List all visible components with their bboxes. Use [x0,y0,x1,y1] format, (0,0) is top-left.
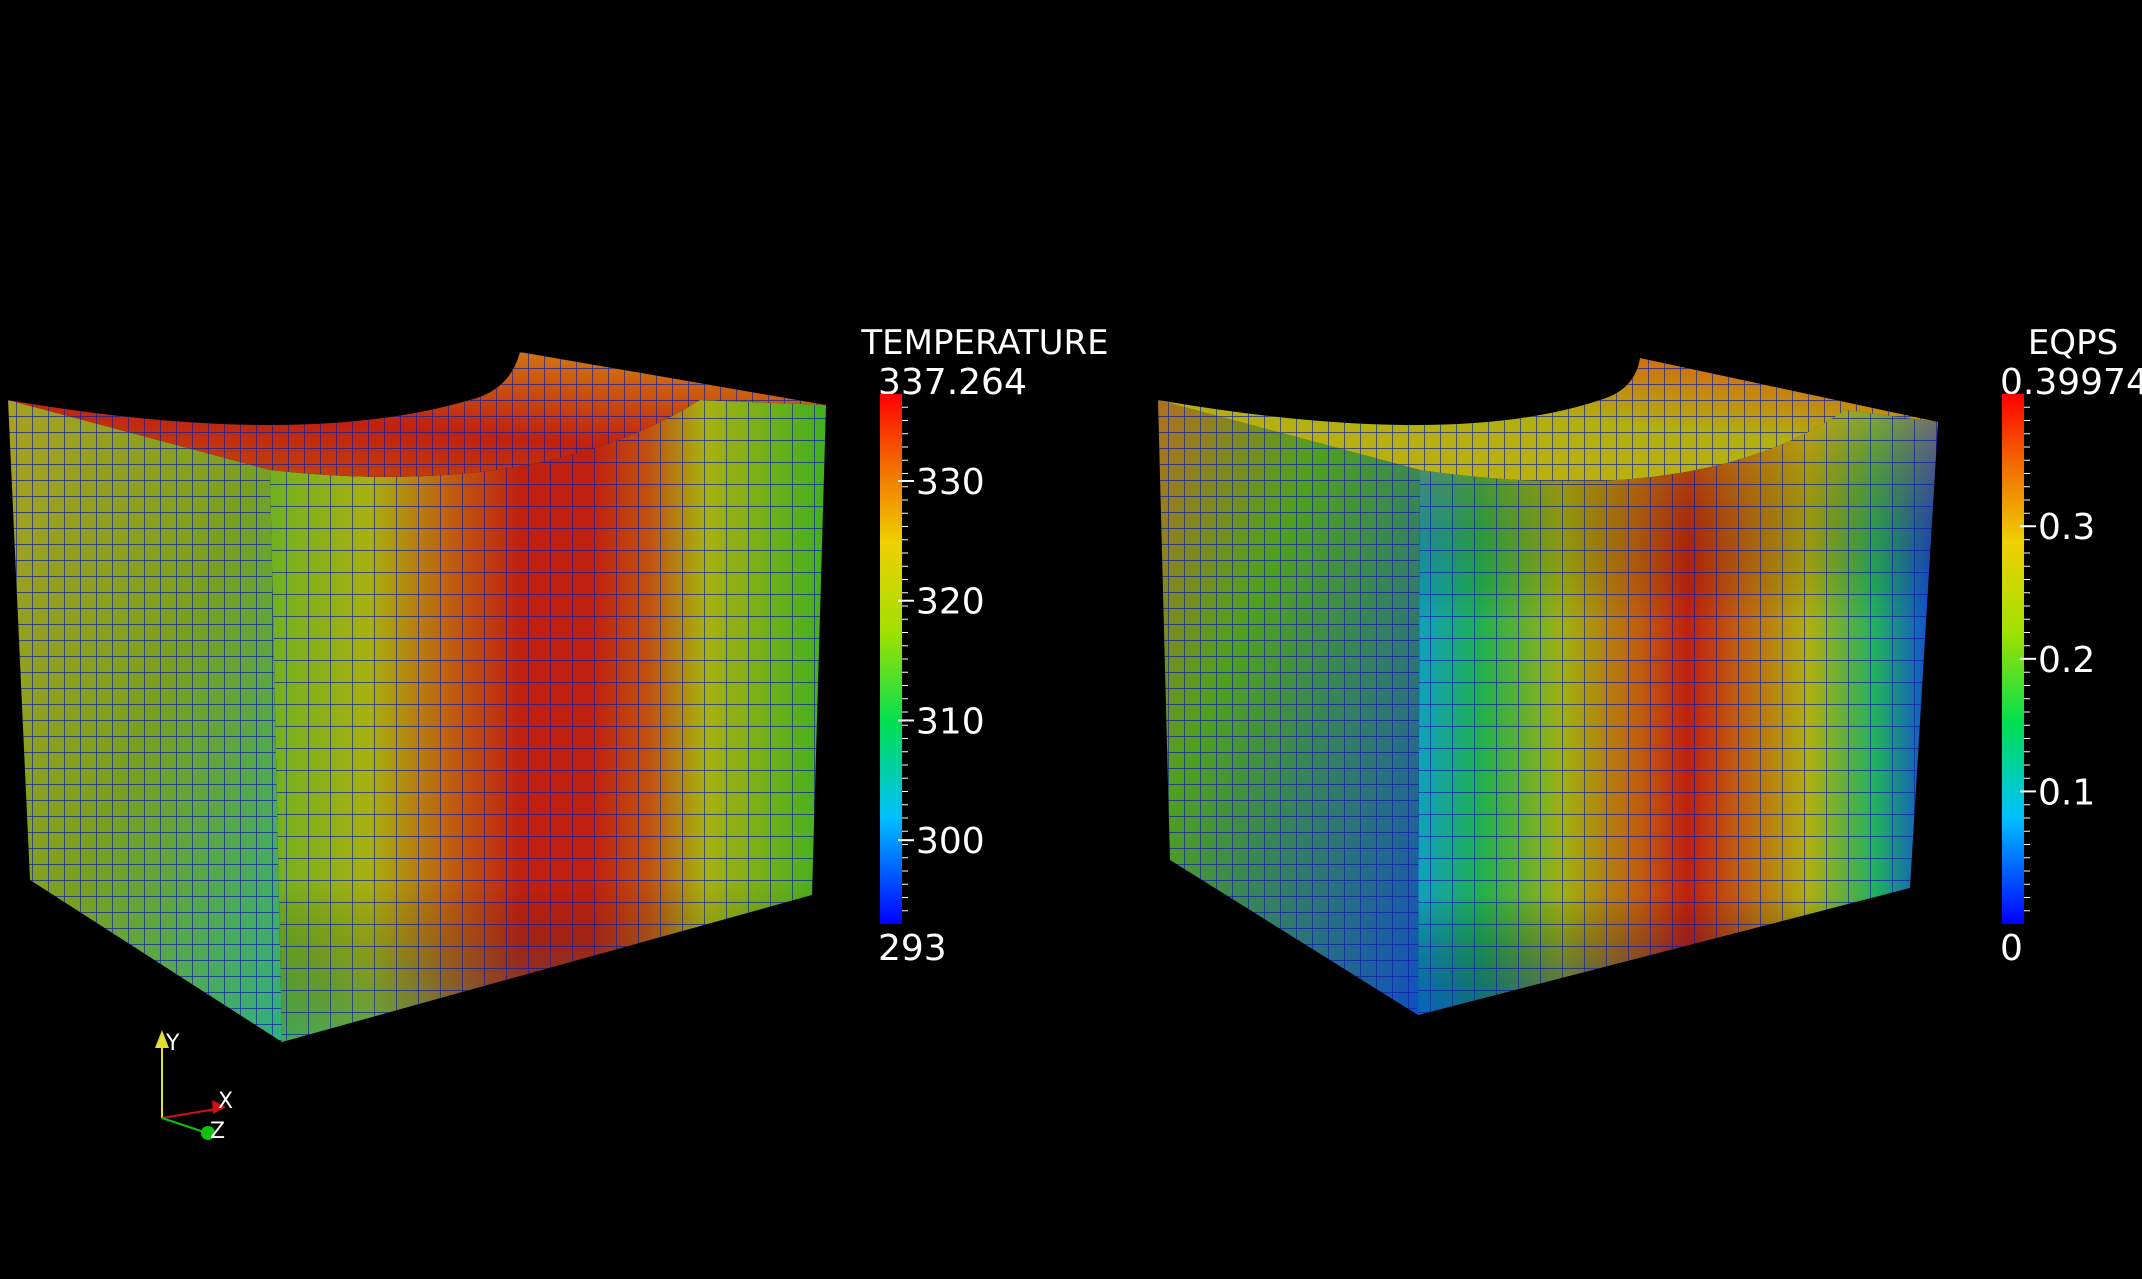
x-axis-line [161,1107,223,1119]
y-axis-arrow-icon [155,1030,169,1048]
y-axis-label: Y [165,1031,180,1056]
eqps-colorbar-ticks: 0.3 0.2 0.1 [2020,406,2095,912]
colorbar-tick-label: 0.3 [2038,507,2095,548]
orientation-axes-triad[interactable]: Y X Z [155,1030,233,1144]
z-axis-label: Z [210,1119,225,1144]
temperature-colorbar: TEMPERATURE 337.264 330 320 310 300 293 [860,323,1108,969]
x-axis-arrow-icon [212,1100,226,1114]
temperature-colorbar-ticks: 330 320 310 300 [898,406,985,912]
eqps-mesh-body[interactable] [1158,358,1938,1015]
colorbar-tick-label: 300 [916,821,985,862]
z-axis-arrow-icon [201,1126,215,1140]
eqps-colorbar-gradient [2002,394,2024,924]
colorbar-tick-label: 0.1 [2038,772,2095,813]
temperature-mesh-body[interactable] [8,352,826,1042]
colorbar-tick-label: 320 [916,582,985,623]
colorbar-tick-label: 330 [916,462,985,503]
temperature-colorbar-max-label: 337.264 [878,362,1027,403]
eqps-colorbar: EQPS 0.39974 0.30.20.1 0 [2000,323,2142,969]
colorbar-tick-label: 0.2 [2038,640,2095,681]
x-axis-label: X [218,1089,233,1114]
eqps-colorbar-min-label: 0 [2000,928,2023,969]
temperature-colorbar-gradient [880,394,902,924]
temperature-colorbar-min-label: 293 [878,928,947,969]
temperature-colorbar-title: TEMPERATURE [860,323,1108,363]
colorbar-tick-label: 310 [916,701,985,742]
eqps-colorbar-title: EQPS [2028,323,2118,363]
